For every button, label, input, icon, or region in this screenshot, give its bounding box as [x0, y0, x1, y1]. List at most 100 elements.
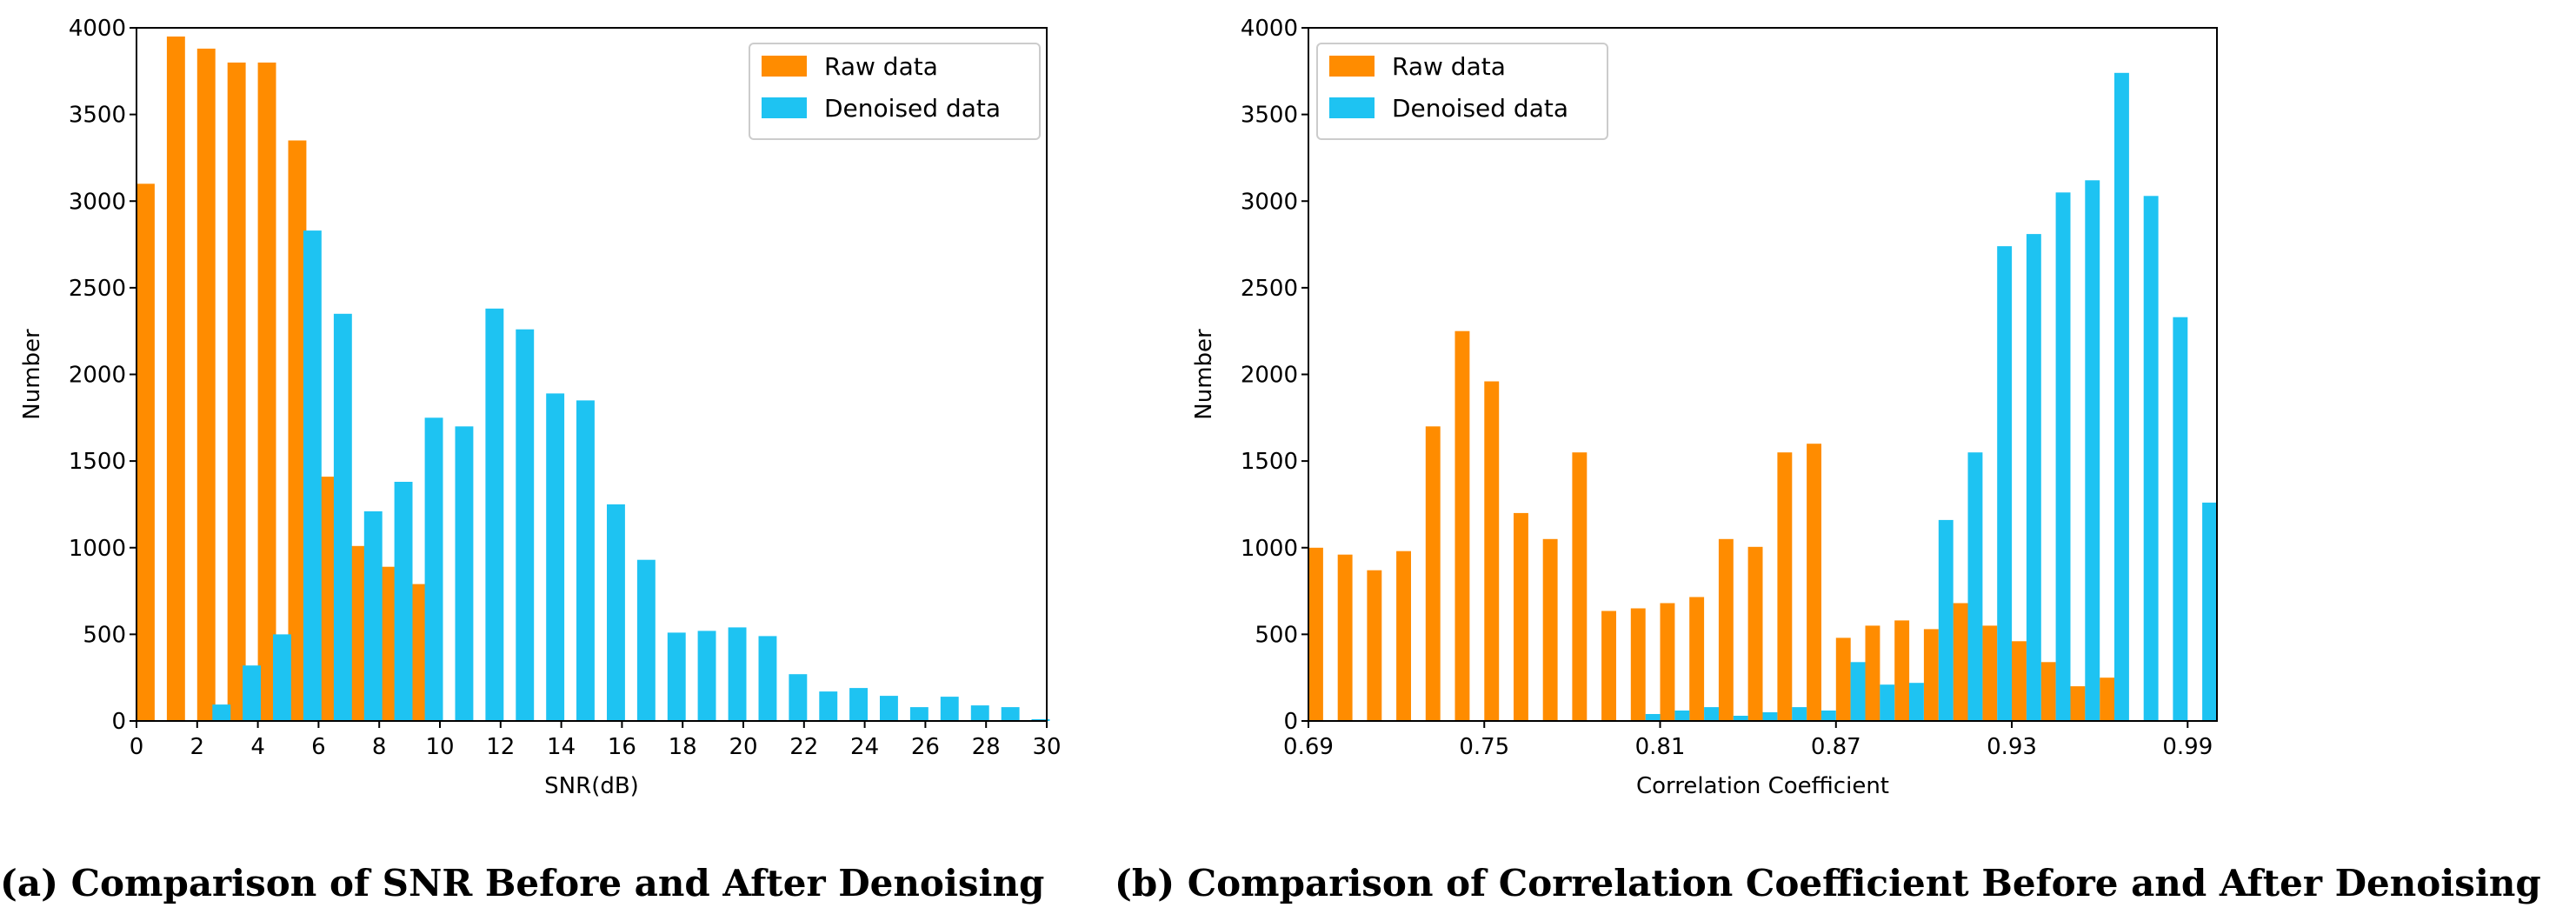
- y-tick-label: 0: [1283, 709, 1298, 735]
- denoised-bar: [485, 308, 504, 721]
- denoised-bar: [424, 417, 443, 721]
- y-tick-label: 1000: [1241, 536, 1298, 562]
- denoised-bar: [1704, 707, 1719, 721]
- raw-bar: [1923, 629, 1939, 721]
- raw-bar: [1572, 452, 1588, 721]
- denoised-bar: [1792, 707, 1807, 721]
- raw-bar: [1982, 625, 1998, 721]
- denoised-bar: [970, 705, 989, 721]
- denoised-bar: [1880, 684, 1895, 721]
- raw-bar: [1454, 330, 1470, 721]
- raw-bar: [1630, 608, 1646, 721]
- denoised-bar: [1967, 452, 1983, 721]
- y-axis-label: Number: [1191, 329, 1217, 420]
- x-tick-label: 16: [608, 734, 636, 760]
- denoised-bar: [1850, 662, 1866, 721]
- denoised-bar: [212, 704, 231, 721]
- raw-bar: [318, 477, 337, 721]
- raw-bar: [1835, 637, 1851, 721]
- raw-bar: [1777, 452, 1793, 721]
- raw-bar: [1689, 597, 1705, 721]
- denoised-bar: [2114, 72, 2129, 722]
- denoised-bar: [789, 674, 808, 721]
- denoised-bar: [697, 631, 716, 721]
- legend-swatch-denoised: [1329, 97, 1375, 118]
- raw-bar: [1953, 603, 1968, 721]
- x-axis-label: Correlation Coefficient: [1636, 773, 1889, 799]
- denoised-bar: [273, 634, 291, 721]
- y-tick-label: 2500: [1241, 276, 1298, 302]
- y-tick-label: 4000: [1241, 16, 1298, 42]
- denoised-bar: [940, 697, 959, 721]
- denoised-bar: [2026, 234, 2041, 722]
- raw-bar: [1894, 620, 1910, 721]
- raw-bar: [1308, 547, 1323, 722]
- denoised-bar: [2202, 502, 2217, 721]
- legend-box: [749, 43, 1041, 140]
- x-tick-label: 0.81: [1635, 734, 1686, 760]
- denoised-bar: [758, 636, 777, 721]
- x-tick-label: 14: [547, 734, 576, 760]
- denoised-bar: [2173, 317, 2188, 721]
- legend-label-denoised: Denoised data: [1392, 94, 1568, 123]
- denoised-bar: [728, 627, 747, 721]
- denoised-bar: [1645, 714, 1661, 721]
- denoised-bar: [576, 400, 595, 721]
- legend-box: [1316, 43, 1608, 140]
- denoised-bar: [363, 511, 383, 721]
- denoised-bar: [2143, 196, 2159, 722]
- raw-bar: [1747, 546, 1763, 721]
- y-tick-label: 3500: [1241, 103, 1298, 129]
- raw-bar: [1514, 512, 1528, 721]
- denoised-bar: [2055, 192, 2071, 722]
- raw-bar: [1396, 551, 1411, 721]
- denoised-bar: [1001, 707, 1020, 721]
- y-tick-label: 2000: [69, 363, 126, 389]
- denoised-bar: [455, 426, 474, 721]
- y-tick-label: 0: [111, 709, 126, 735]
- raw-bar: [1807, 444, 1821, 721]
- denoised-bar: [1674, 711, 1690, 721]
- legend-swatch-denoised: [762, 97, 807, 118]
- raw-bar: [349, 545, 368, 721]
- denoised-bar: [243, 665, 261, 721]
- x-tick-label: 0.99: [2162, 734, 2213, 760]
- correlation-histogram-panel: 0 500 1000 1500 2000 2500 3000 3500 4000 0.69 0.75…: [1191, 16, 2218, 799]
- denoised-bar: [1762, 712, 1778, 721]
- legend-label-raw: Raw data: [824, 52, 938, 81]
- x-tick-label: 4: [250, 734, 265, 760]
- x-tick-label: 26: [911, 734, 940, 760]
- legend-label-raw: Raw data: [1392, 52, 1506, 81]
- denoised-bar: [636, 559, 656, 721]
- denoised-bar: [667, 632, 686, 721]
- y-tick-label: 1000: [69, 536, 126, 562]
- y-tick-label: 4000: [69, 16, 126, 42]
- x-tick-label: 0.87: [1811, 734, 1861, 760]
- denoised-bar: [1938, 519, 1954, 721]
- raw-bar: [1367, 570, 1382, 721]
- raw-bar: [2100, 677, 2115, 721]
- y-tick-label: 3500: [69, 103, 126, 129]
- denoised-bar: [1733, 716, 1748, 721]
- denoised-bar: [909, 707, 929, 721]
- x-tick-label: 0.69: [1283, 734, 1334, 760]
- legend-label-denoised: Denoised data: [824, 94, 1001, 123]
- y-tick-label: 500: [1255, 622, 1298, 648]
- raw-bar: [136, 184, 155, 722]
- raw-bar: [1425, 426, 1441, 721]
- x-tick-label: 10: [425, 734, 454, 760]
- raw-bar: [1337, 554, 1353, 721]
- x-tick-label: 30: [1032, 734, 1061, 760]
- raw-bar: [2070, 686, 2086, 721]
- x-tick-label: 0: [130, 734, 144, 760]
- legend-swatch-raw: [1329, 56, 1375, 77]
- y-tick-label: 3000: [69, 189, 126, 215]
- caption-b: (b) Comparison of Correlation Coefficien…: [1115, 862, 2541, 904]
- x-tick-label: 22: [789, 734, 818, 760]
- denoised-bar: [394, 482, 413, 721]
- x-tick-label: 6: [311, 734, 326, 760]
- raw-bar: [1660, 603, 1675, 721]
- caption-a: (a) Comparison of SNR Before and After D…: [0, 862, 1044, 904]
